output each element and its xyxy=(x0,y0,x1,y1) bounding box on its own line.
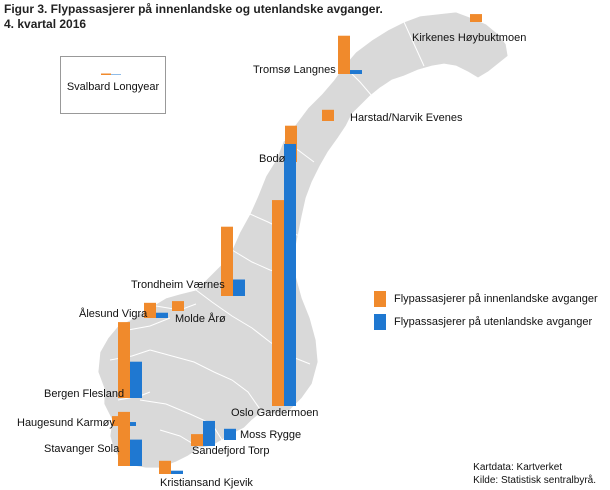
bar-domestic-torp xyxy=(191,434,203,446)
bar-domestic-kristiansand xyxy=(159,460,171,474)
label-bergen: Bergen Flesland xyxy=(44,388,124,400)
label-rygge: Moss Rygge xyxy=(240,429,301,441)
bar-domestic-alesund xyxy=(144,302,156,318)
label-molde: Molde Årø xyxy=(175,312,226,325)
label-alesund: Ålesund Vigra xyxy=(79,307,148,320)
airport-labels: Kirkenes Høybuktmoen Tromsø Langnes Hars… xyxy=(17,32,526,489)
label-bodo: Bodø xyxy=(259,153,286,165)
bar-domestic-kirkenes xyxy=(470,14,482,22)
label-kristiansand: Kristiansand Kjevik xyxy=(160,477,253,489)
title-line-2: 4. kvartal 2016 xyxy=(4,17,87,31)
svalbard-international-bar xyxy=(111,74,121,75)
bar-international-tromso xyxy=(350,70,362,74)
bar-international-alesund xyxy=(156,312,168,318)
bar-domestic-trondheim xyxy=(221,226,233,296)
label-harstad: Harstad/Narvik Evenes xyxy=(350,112,463,124)
bar-domestic-harstad xyxy=(322,109,334,121)
bar-domestic-gardermoen xyxy=(272,200,284,406)
figure-title: Figur 3. Flypassasjerer på innenlandske … xyxy=(4,2,383,32)
svalbard-bars xyxy=(101,73,121,75)
legend-label-domestic: Flypassasjerer på innenlandske avganger xyxy=(394,293,598,305)
bar-international-torp xyxy=(203,420,215,446)
bar-domestic-bergen xyxy=(118,322,130,398)
airport-bars xyxy=(112,14,482,474)
source-line-1: Kartdata: Kartverket xyxy=(473,462,563,473)
label-trondheim: Trondheim Værnes xyxy=(131,279,225,291)
bar-domestic-tromso xyxy=(338,35,350,74)
bar-international-kristiansand xyxy=(171,470,183,474)
svalbard-domestic-bar xyxy=(101,73,111,75)
label-tromso: Tromsø Langnes xyxy=(253,64,336,76)
bar-international-bergen xyxy=(130,361,142,398)
svalbard-inset: Svalbard Longyear xyxy=(60,56,166,114)
source-note: Kartdata: Kartverket Kilde: Statistisk s… xyxy=(473,461,596,487)
bar-international-stavanger xyxy=(130,439,142,466)
source-line-2: Kilde: Statistisk sentralbyrå. xyxy=(473,475,596,486)
svalbard-label: Svalbard Longyear xyxy=(66,81,160,93)
label-stavanger: Stavanger Sola xyxy=(44,443,120,455)
label-gardermoen: Oslo Gardermoen xyxy=(231,407,318,419)
label-torp: Sandefjord Torp xyxy=(192,445,269,457)
bar-international-rygge xyxy=(224,428,236,440)
bar-domestic-molde xyxy=(172,301,184,311)
legend-label-international: Flypassasjerer på utenlandske avganger xyxy=(394,316,593,328)
bar-international-trondheim xyxy=(233,279,245,296)
label-haugesund: Haugesund Karmøy xyxy=(17,417,115,429)
label-kirkenes: Kirkenes Høybuktmoen xyxy=(412,32,526,44)
bar-domestic-stavanger xyxy=(118,411,130,466)
legend-swatch-domestic xyxy=(374,291,386,307)
title-line-1: Figur 3. Flypassasjerer på innenlandske … xyxy=(4,2,383,16)
bar-international-gardermoen xyxy=(284,143,296,407)
legend-swatch-international xyxy=(374,314,386,330)
